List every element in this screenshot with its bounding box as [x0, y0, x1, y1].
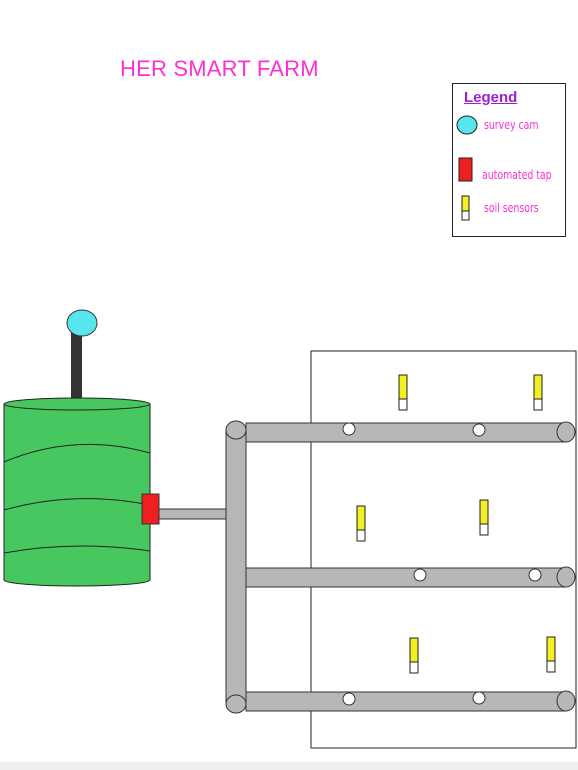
legend-label-automated-tap: automated tap [482, 168, 552, 182]
legend-label-soil-sensors: soil sensors [484, 201, 539, 215]
soil-sensor-icon [546, 636, 556, 673]
main-pipe [225, 420, 247, 714]
sprinkler-nozzle [342, 692, 356, 706]
irrigation-pipe-bottom [245, 690, 576, 712]
soil-sensor-icon [356, 505, 366, 542]
survey-cam-icon [456, 115, 478, 135]
survey-cam-icon [66, 309, 98, 337]
water-tank [3, 397, 151, 587]
irrigation-pipe-top [245, 421, 576, 443]
sprinkler-nozzle [342, 422, 356, 436]
soil-sensor-icon [461, 195, 470, 221]
legend: Legend survey cam automated tap soil sen… [452, 83, 566, 237]
legend-heading: Legend [464, 89, 518, 106]
soil-sensor-icon [398, 374, 408, 411]
soil-sensor-icon [479, 499, 489, 536]
field-plot [310, 350, 577, 749]
page-title: HER SMART FARM [120, 56, 319, 81]
sprinkler-nozzle [413, 568, 427, 582]
sprinkler-nozzle [472, 691, 486, 705]
bottom-strip [0, 762, 578, 770]
automated-tap-icon [458, 157, 473, 182]
feed-pipe [156, 508, 230, 520]
soil-sensor-icon [533, 374, 543, 411]
irrigation-pipe-middle [245, 566, 576, 588]
automated-tap-icon [141, 493, 160, 525]
sprinkler-nozzle [472, 423, 486, 437]
sprinkler-nozzle [528, 568, 542, 582]
camera-mast [71, 333, 82, 402]
legend-label-survey-cam: survey cam [484, 118, 539, 132]
soil-sensor-icon [409, 637, 419, 674]
